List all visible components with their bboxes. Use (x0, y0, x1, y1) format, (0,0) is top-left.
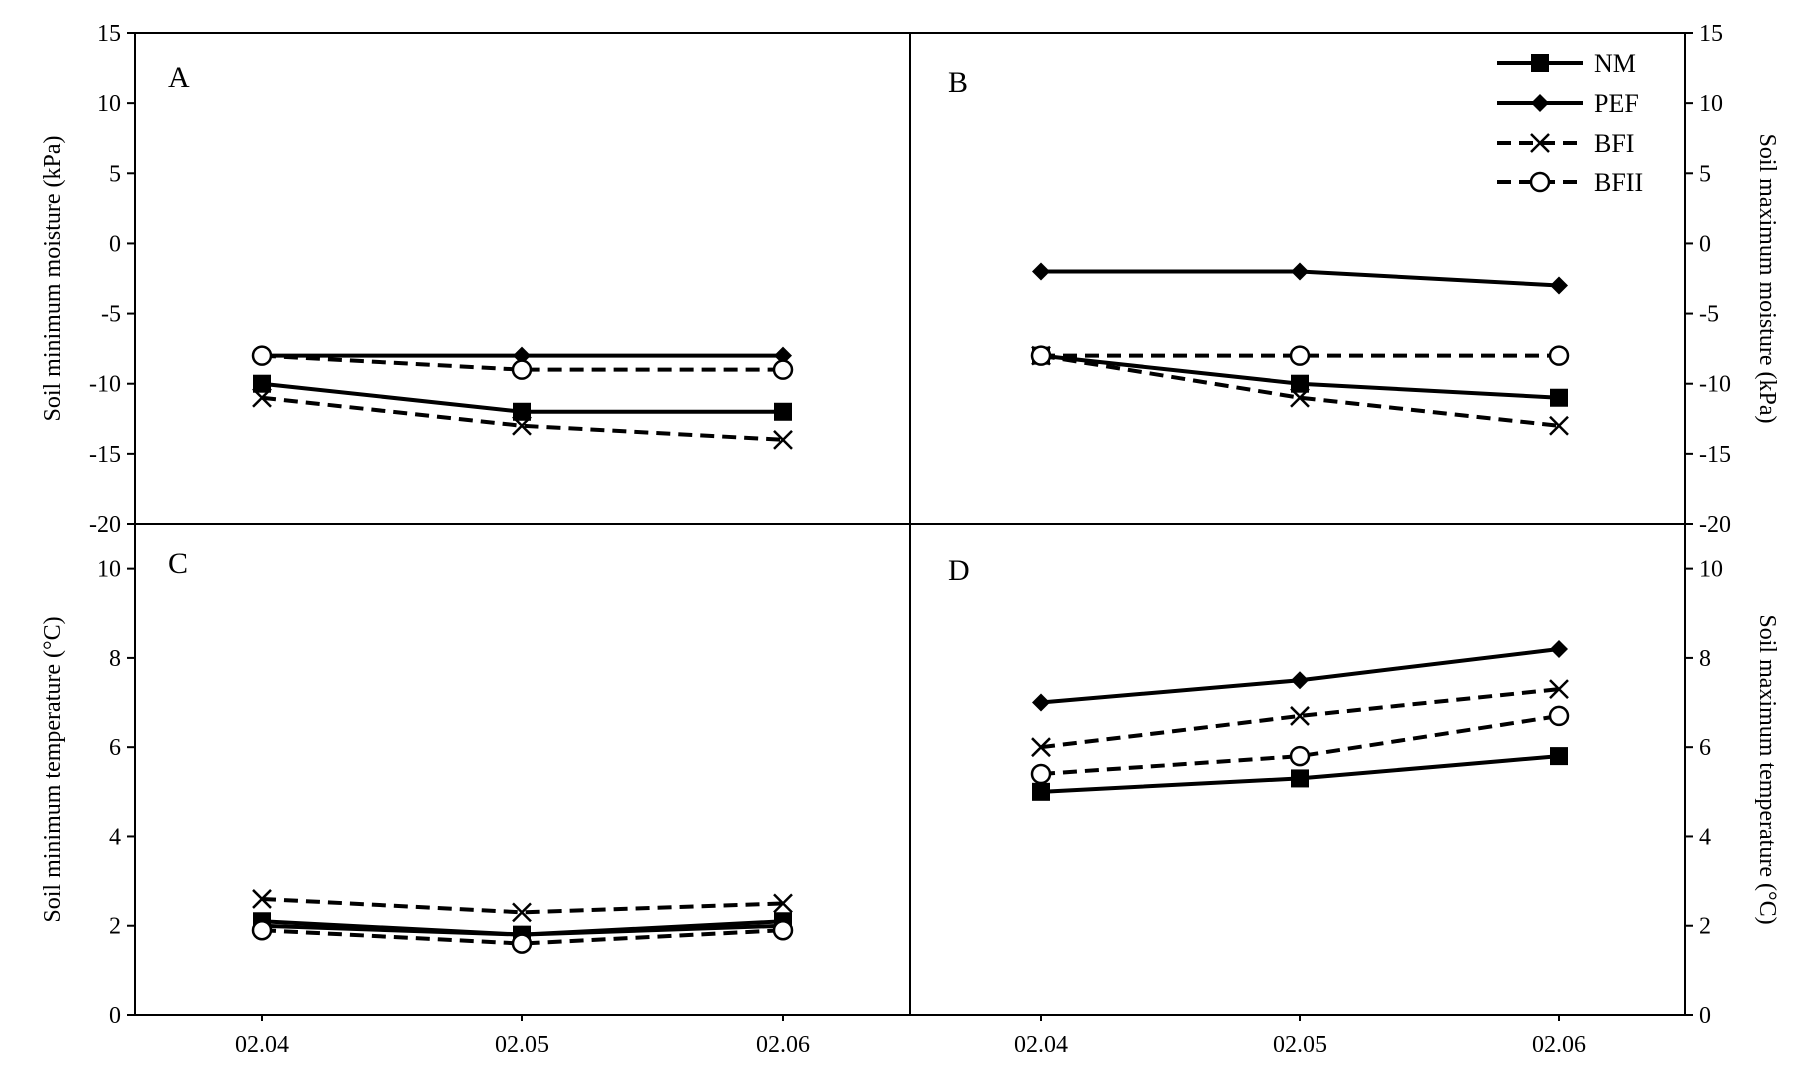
data-point-bfi-d (1290, 706, 1310, 726)
y-tick-label-b: -20 (1699, 512, 1731, 538)
y-tick-label-a: -15 (89, 442, 121, 468)
x-tick-label: 02.05 (1273, 1032, 1327, 1058)
legend-label-bfii: BFII (1594, 168, 1643, 197)
y-tick-label-c: 2 (109, 914, 121, 940)
y-tick-label-b: -15 (1699, 442, 1731, 468)
data-point-bfi-d (1549, 679, 1569, 700)
data-point-bfii-d (1030, 763, 1052, 785)
panel-label-d: D (948, 554, 970, 587)
data-point-bfii-b (1030, 345, 1052, 366)
data-point-pef-d (1291, 671, 1309, 690)
y-tick-label-a: 15 (97, 21, 121, 47)
data-point-bfii-b (1289, 345, 1311, 366)
data-point-nm-a (774, 402, 792, 421)
y-tick-label-d: 2 (1699, 914, 1711, 940)
data-point-pef-a (774, 346, 792, 365)
data-point-bfii-b (1548, 345, 1570, 366)
data-point-nm-d (1550, 747, 1568, 766)
y-tick-label-a: 10 (97, 91, 121, 117)
y-tick-label-c: 0 (109, 1003, 121, 1029)
data-point-bfi-b (1549, 415, 1569, 436)
x-tick-label: 02.05 (495, 1032, 549, 1058)
legend-marker-pef (1531, 94, 1549, 112)
data-point-bfi-d (1031, 737, 1051, 758)
data-point-bfii-a (772, 359, 794, 380)
y-tick-label-a: -20 (89, 512, 121, 538)
data-point-bfi-c (773, 893, 793, 914)
legend-label-nm: NM (1594, 49, 1636, 78)
y-tick-label-b: 10 (1699, 91, 1723, 117)
data-point-nm-b (1291, 374, 1309, 393)
data-point-bfii-a (251, 345, 273, 366)
y-tick-label-a: -10 (89, 372, 121, 398)
panel-label-b: B (948, 66, 968, 99)
data-point-bfi-a (773, 429, 793, 450)
legend-marker-bfi (1530, 133, 1550, 153)
data-point-bfii-c (772, 919, 794, 941)
y-tick-label-c: 8 (109, 646, 121, 672)
y-tick-label-a: 5 (109, 161, 121, 187)
x-tick-label: 02.04 (1014, 1032, 1068, 1058)
data-point-pef-a (513, 346, 531, 365)
y-tick-label-d: 4 (1699, 824, 1711, 850)
x-tick-label: 02.04 (235, 1032, 289, 1058)
data-point-bfii-d (1548, 705, 1570, 727)
data-point-bfi-a (512, 415, 532, 436)
y-tick-label-b: -5 (1699, 302, 1719, 328)
y-tick-label-a: -5 (101, 302, 121, 328)
data-point-nm-d (1291, 769, 1309, 788)
y-axis-title-c: Soil minimum temperature (°C) (40, 616, 66, 922)
y-tick-label-c: 6 (109, 735, 121, 761)
y-tick-label-d: 6 (1699, 735, 1711, 761)
data-point-bfii-c (511, 933, 533, 954)
data-point-pef-d (1550, 639, 1568, 658)
series-line-bfi-d (1040, 687, 1560, 750)
data-point-pef-b (1032, 262, 1050, 281)
y-tick-label-b: 15 (1699, 21, 1723, 47)
data-point-bfi-b (1290, 387, 1310, 408)
y-tick-label-d: 0 (1699, 1003, 1711, 1029)
data-point-nm-b (1550, 388, 1568, 407)
data-point-nm-a (513, 402, 531, 421)
data-point-pef-b (1550, 276, 1568, 295)
legend-label-bfi: BFI (1594, 129, 1634, 158)
data-point-nm-a (253, 374, 271, 393)
data-point-bfii-a (511, 359, 533, 380)
y-tick-label-b: 5 (1699, 161, 1711, 187)
data-point-nm-d (1032, 782, 1050, 801)
y-axis-title-b: Soil maximum moisture (kPa) (1754, 134, 1780, 424)
data-point-bfi-c (252, 889, 272, 909)
x-tick-label: 02.06 (756, 1032, 810, 1058)
legend-marker-bfii (1529, 171, 1551, 193)
y-axis-title-d: Soil maximum temperature (°C) (1754, 614, 1780, 924)
data-point-bfi-a (252, 387, 272, 408)
data-point-bfi-c (512, 902, 532, 923)
data-point-bfii-d (1289, 745, 1311, 767)
y-tick-label-c: 10 (97, 557, 121, 583)
panel-label-a: A (168, 61, 190, 94)
data-point-pef-d (1032, 693, 1050, 712)
data-point-bfii-c (251, 919, 273, 941)
panel-label-c: C (168, 547, 188, 580)
legend-marker-nm (1531, 54, 1549, 72)
y-axis-title-a: Soil minimum moisture (kPa) (40, 136, 66, 422)
y-tick-label-b: -10 (1699, 372, 1731, 398)
y-tick-label-d: 8 (1699, 646, 1711, 672)
y-tick-label-d: 10 (1699, 557, 1723, 583)
y-tick-label-a: 0 (109, 231, 121, 257)
y-tick-label-b: 0 (1699, 231, 1711, 257)
y-tick-label-c: 4 (109, 824, 121, 850)
legend-label-pef: PEF (1594, 89, 1639, 118)
x-tick-label: 02.06 (1532, 1032, 1586, 1058)
data-point-pef-b (1291, 262, 1309, 281)
